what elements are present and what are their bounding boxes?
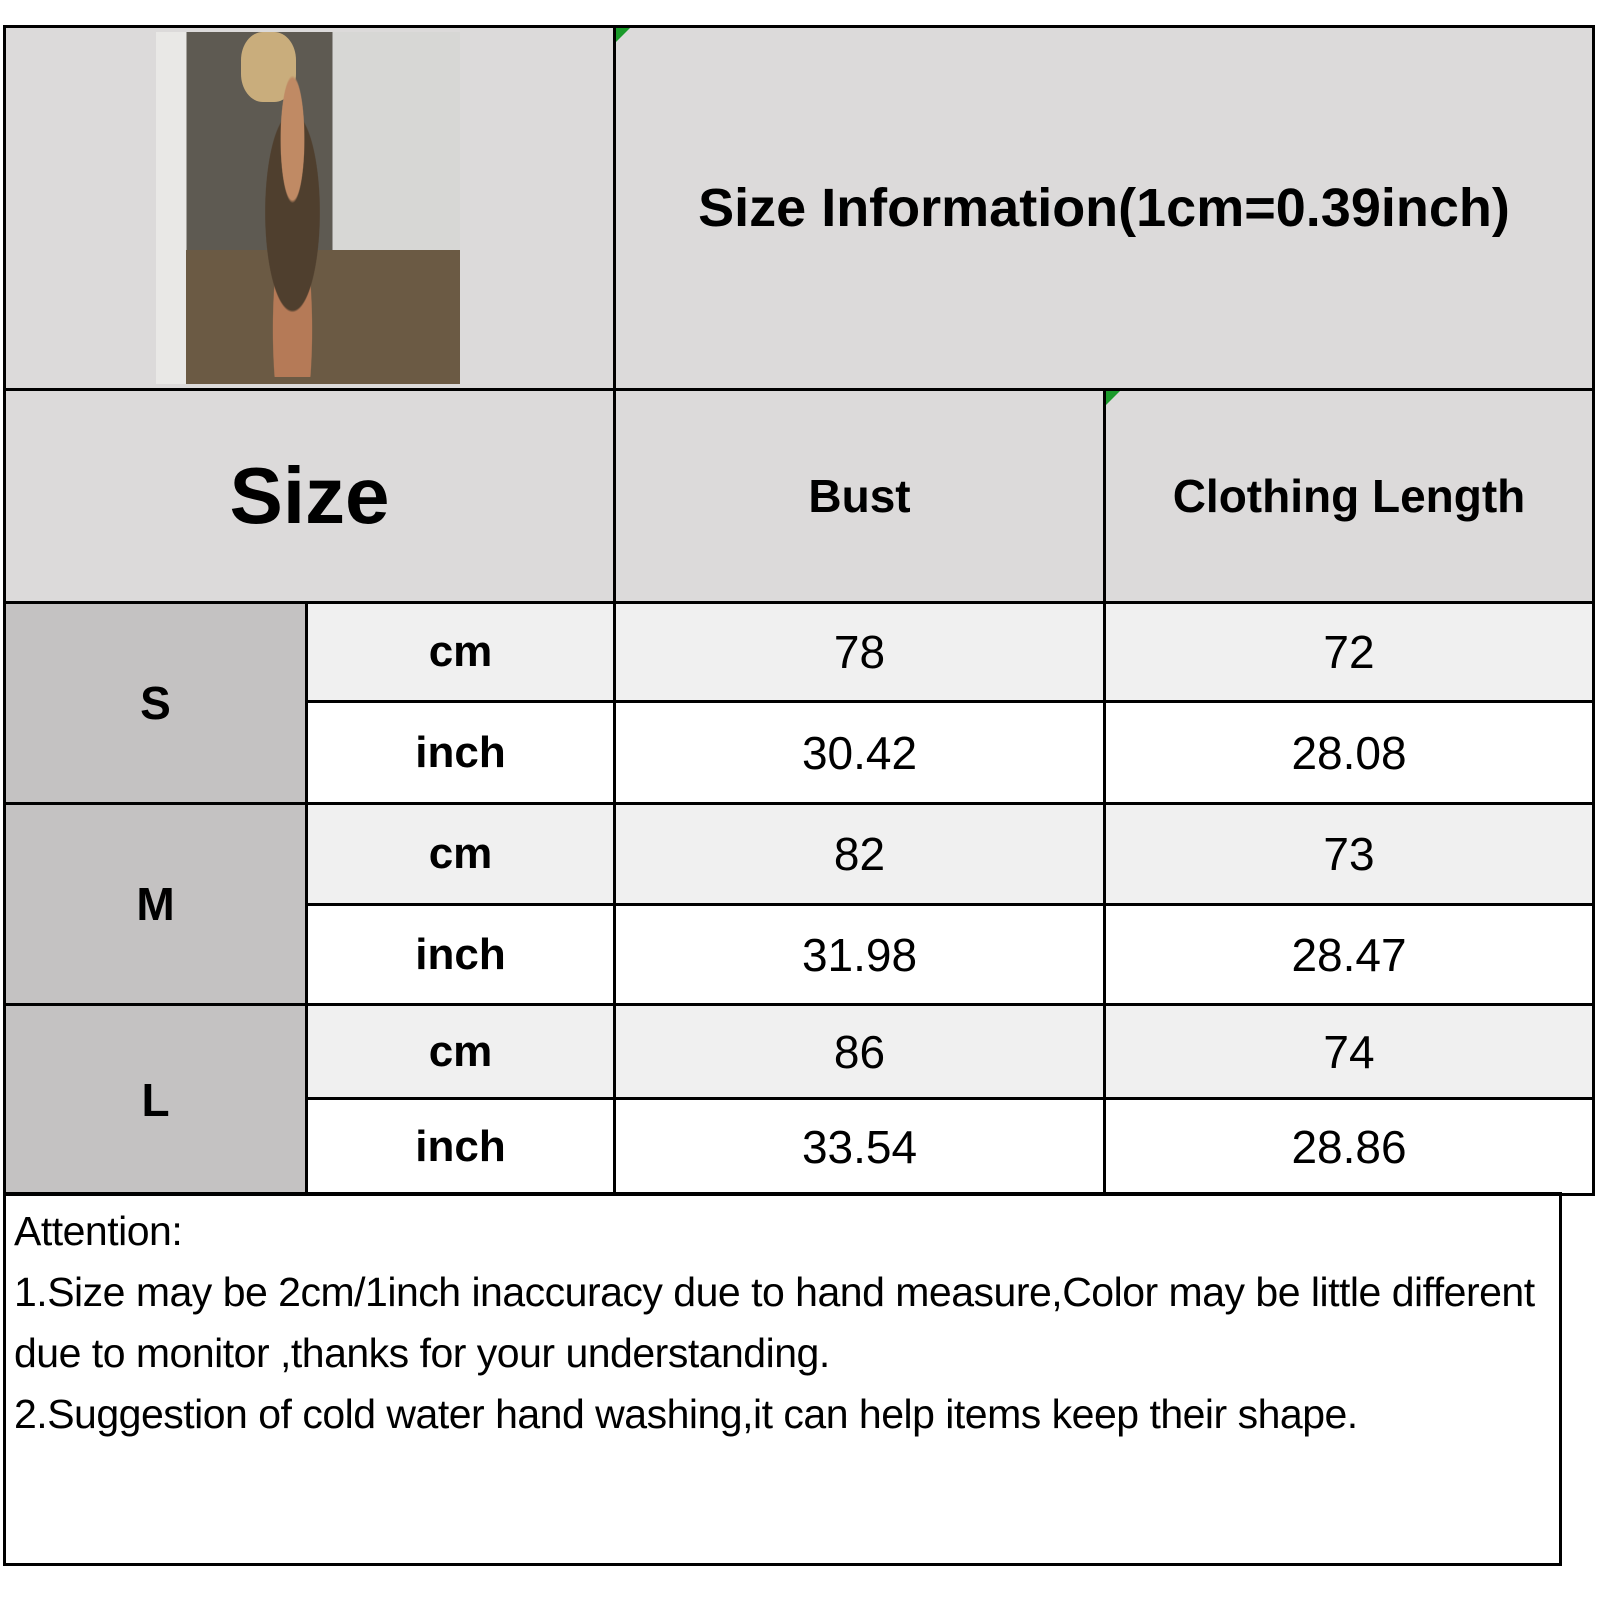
unit-cell: inch [305, 700, 616, 805]
unit-cell-text: cm [428, 829, 493, 878]
unit-cell: cm [305, 1003, 616, 1100]
header-clothing-length: Clothing Length [1103, 388, 1595, 604]
size-label-cell-text: L [141, 1073, 170, 1126]
size-label-cell-text: S [140, 677, 171, 729]
attention-notes: Attention: 1.Size may be 2cm/1inch inacc… [3, 1192, 1562, 1566]
length-value-cell-text: 28.08 [1291, 726, 1407, 779]
page-title: Size Information(1cm=0.39inch) [698, 178, 1510, 238]
size-label-cell: M [3, 802, 308, 1006]
length-value-cell: 28.47 [1103, 903, 1595, 1006]
bust-value-cell: 31.98 [613, 903, 1106, 1006]
bust-value-cell: 86 [613, 1003, 1106, 1100]
unit-cell-text: inch [415, 727, 506, 777]
length-value-cell-text: 28.86 [1291, 1120, 1407, 1173]
bust-value-cell: 30.42 [613, 700, 1106, 805]
unit-cell: cm [305, 802, 616, 906]
bust-value-cell-text: 86 [833, 1025, 886, 1078]
length-value-cell: 72 [1103, 601, 1595, 703]
unit-cell-text: inch [415, 1121, 506, 1171]
length-value-cell: 28.86 [1103, 1097, 1595, 1196]
title-cell: Size Information(1cm=0.39inch) [613, 25, 1595, 391]
bust-value-cell-text: 30.42 [801, 726, 918, 779]
unit-cell-text: cm [428, 627, 493, 676]
unit-cell-text: inch [415, 929, 506, 979]
corner-marker [616, 28, 630, 42]
bust-value-cell-text: 78 [833, 626, 886, 678]
bust-value-cell: 78 [613, 601, 1106, 703]
unit-cell-text: cm [428, 1026, 493, 1076]
bust-value-cell-text: 31.98 [801, 928, 918, 981]
size-label-cell: L [3, 1003, 308, 1196]
corner-marker [1106, 391, 1120, 405]
product-photo [156, 32, 460, 384]
unit-cell: inch [305, 1097, 616, 1196]
note-line-1: 1.Size may be 2cm/1inch inaccuracy due t… [14, 1269, 1535, 1376]
unit-cell: cm [305, 601, 616, 703]
header-bust: Bust [613, 388, 1106, 604]
unit-cell: inch [305, 903, 616, 1006]
note-line-2: 2.Suggestion of cold water hand washing,… [14, 1391, 1358, 1437]
length-value-cell-text: 73 [1323, 828, 1375, 880]
length-value-cell-text: 28.47 [1291, 928, 1407, 981]
length-value-cell-text: 72 [1323, 626, 1375, 678]
notes-heading: Attention: [14, 1208, 183, 1254]
length-value-cell: 28.08 [1103, 700, 1595, 805]
size-label-cell: S [3, 601, 308, 805]
bust-value-cell-text: 82 [833, 828, 886, 880]
header-size: Size [3, 388, 616, 604]
bust-value-cell: 82 [613, 802, 1106, 906]
length-value-cell: 74 [1103, 1003, 1595, 1100]
length-value-cell: 73 [1103, 802, 1595, 906]
bust-value-cell-text: 33.54 [801, 1120, 918, 1173]
length-value-cell-text: 74 [1323, 1025, 1375, 1078]
size-label-cell-text: M [136, 878, 175, 930]
bust-value-cell: 33.54 [613, 1097, 1106, 1196]
